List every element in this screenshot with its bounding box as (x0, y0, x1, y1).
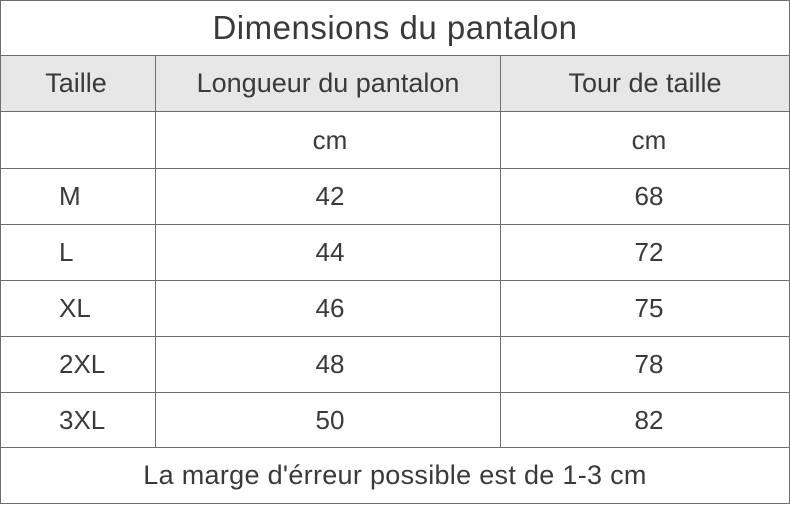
size-cell: M (0, 169, 155, 224)
header-waist: Tour de taille (500, 56, 790, 111)
header-waist-label: Tour de taille (568, 68, 722, 98)
waist-value: 72 (634, 237, 664, 267)
header-size-label: Taille (45, 68, 107, 98)
size-value: L (59, 237, 74, 267)
table-row: M 42 68 (0, 169, 790, 225)
size-cell: 2XL (0, 337, 155, 392)
unit-waist-value: cm (631, 124, 667, 155)
header-row: Taille Longueur du pantalon Tour de tail… (0, 56, 790, 112)
length-cell: 48 (155, 337, 500, 392)
size-value: 3XL (59, 404, 106, 435)
waist-value: 82 (634, 404, 664, 435)
table-row: 2XL 48 78 (0, 337, 790, 393)
length-cell: 46 (155, 281, 500, 336)
error-margin-note: La marge d'érreur possible est de 1-3 cm (0, 448, 790, 504)
length-value: 46 (315, 293, 345, 323)
size-value: 2XL (59, 349, 106, 379)
units-row: cm cm (0, 112, 790, 169)
table-title: Dimensions du pantalon (0, 0, 790, 56)
length-value: 48 (315, 349, 345, 379)
length-cell: 50 (155, 393, 500, 447)
length-cell: 42 (155, 169, 500, 224)
waist-value: 75 (634, 293, 664, 323)
size-cell: 3XL (0, 393, 155, 447)
length-value: 42 (315, 181, 345, 211)
unit-length: cm (155, 112, 500, 168)
waist-cell: 82 (500, 393, 790, 447)
length-value: 44 (315, 237, 345, 267)
length-value: 50 (315, 404, 345, 435)
size-cell: L (0, 225, 155, 280)
table-row: XL 46 75 (0, 281, 790, 337)
header-length: Longueur du pantalon (155, 56, 500, 111)
waist-cell: 78 (500, 337, 790, 392)
waist-cell: 75 (500, 281, 790, 336)
size-value: XL (59, 293, 91, 323)
size-value: M (59, 181, 81, 211)
unit-size (0, 112, 155, 168)
waist-cell: 72 (500, 225, 790, 280)
waist-value: 68 (634, 181, 664, 211)
size-cell: XL (0, 281, 155, 336)
header-length-label: Longueur du pantalon (196, 68, 460, 98)
table-row: L 44 72 (0, 225, 790, 281)
header-size: Taille (0, 56, 155, 111)
length-cell: 44 (155, 225, 500, 280)
waist-cell: 68 (500, 169, 790, 224)
unit-length-value: cm (312, 124, 348, 155)
unit-waist: cm (500, 112, 790, 168)
table-row: 3XL 50 82 (0, 393, 790, 448)
waist-value: 78 (634, 349, 664, 379)
